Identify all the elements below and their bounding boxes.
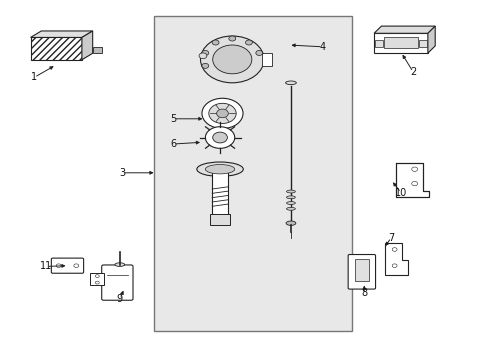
- Bar: [154, 16, 351, 331]
- Bar: [383, 37, 417, 48]
- Text: 5: 5: [170, 114, 176, 124]
- Circle shape: [199, 53, 206, 59]
- Text: 2: 2: [409, 67, 415, 77]
- Text: 4: 4: [319, 42, 325, 52]
- Polygon shape: [373, 26, 434, 33]
- Text: 3: 3: [119, 168, 125, 178]
- Bar: [373, 33, 427, 53]
- Circle shape: [212, 132, 227, 143]
- Text: 6: 6: [170, 139, 176, 149]
- Bar: [210, 214, 229, 225]
- Bar: [212, 169, 227, 216]
- Polygon shape: [30, 31, 93, 37]
- Text: 8: 8: [361, 288, 366, 298]
- Bar: [374, 40, 382, 47]
- Polygon shape: [395, 163, 428, 197]
- Ellipse shape: [285, 81, 296, 85]
- Text: 7: 7: [387, 233, 393, 243]
- Circle shape: [202, 98, 243, 129]
- Circle shape: [228, 36, 235, 41]
- Ellipse shape: [285, 221, 295, 225]
- Ellipse shape: [286, 207, 295, 210]
- Circle shape: [216, 109, 228, 118]
- Circle shape: [212, 40, 219, 45]
- Text: 1: 1: [31, 72, 37, 82]
- Ellipse shape: [286, 190, 295, 193]
- Bar: [93, 47, 102, 53]
- Ellipse shape: [286, 202, 295, 204]
- FancyBboxPatch shape: [51, 258, 83, 273]
- FancyBboxPatch shape: [347, 255, 375, 289]
- Circle shape: [255, 50, 262, 55]
- Circle shape: [245, 40, 252, 45]
- Text: 11: 11: [40, 261, 53, 271]
- Text: 9: 9: [117, 294, 122, 304]
- Polygon shape: [427, 26, 434, 53]
- Circle shape: [200, 36, 264, 83]
- Bar: [30, 37, 81, 60]
- Bar: [418, 40, 426, 47]
- Circle shape: [212, 45, 251, 74]
- Circle shape: [202, 63, 208, 68]
- Text: 10: 10: [394, 188, 407, 198]
- Ellipse shape: [286, 196, 295, 199]
- Polygon shape: [384, 243, 407, 275]
- Ellipse shape: [205, 165, 234, 174]
- Circle shape: [205, 127, 234, 148]
- Circle shape: [208, 103, 236, 123]
- FancyBboxPatch shape: [102, 265, 133, 300]
- Ellipse shape: [196, 162, 243, 176]
- Circle shape: [202, 50, 208, 55]
- Bar: [261, 53, 272, 66]
- Ellipse shape: [115, 263, 124, 266]
- Polygon shape: [82, 31, 93, 60]
- Bar: [354, 259, 368, 281]
- Bar: [90, 273, 104, 285]
